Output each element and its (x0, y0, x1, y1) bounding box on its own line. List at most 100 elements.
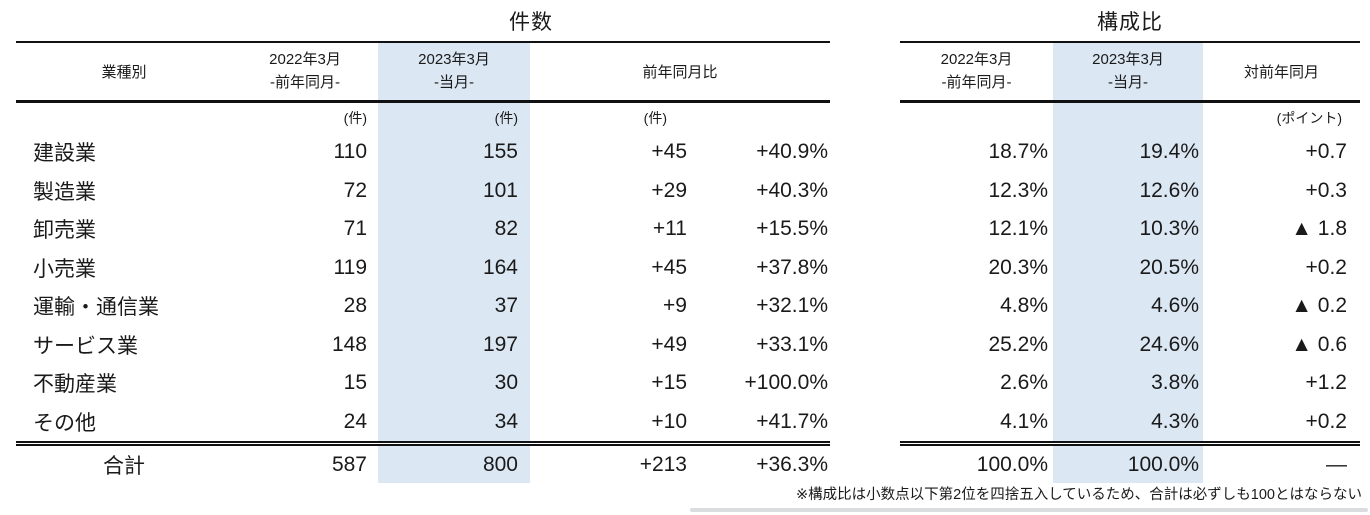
total-point-diff-cell: — (1326, 452, 1347, 476)
prev-month-cell: 71 (343, 217, 367, 241)
industry-cell: サービス業 (33, 334, 138, 358)
yoy-diff-cell: +45 (651, 140, 687, 164)
counts-section-title: 件数 (509, 11, 553, 34)
yoy-column-header: 前年同月比 (642, 64, 718, 81)
spacer-cell (16, 103, 232, 133)
prev-month-cell: 15 (343, 371, 367, 395)
industry-cell: 小売業 (33, 257, 96, 281)
spacer-cell (1053, 103, 1203, 133)
current-month-cell: 164 (378, 248, 530, 287)
prev-month-column-header: 2022年3月 -前年同月- (900, 43, 1053, 100)
table-row: サービス業 148 197 +49 +33.1% (16, 325, 830, 364)
current-month-cell: 37 (378, 287, 530, 326)
prev-month-cell: 119 (333, 255, 367, 279)
current-month-cell: 155 (378, 133, 530, 172)
counts-units-row: (件) (件) (件) (16, 103, 830, 133)
prev-month-cell: 24 (343, 409, 367, 433)
industry-cell: 運輸・通信業 (33, 296, 159, 320)
yoy-diff-cell: +11 (652, 217, 687, 241)
share-header-row: 2022年3月 -前年同月- 2023年3月 -当月- 対前年同月 (900, 41, 1360, 103)
counts-header-row: 業種別 2022年3月 -前年同月- 2023年3月 -当月- 前年同月比 (16, 41, 830, 103)
cropped-text-artifact (690, 508, 1368, 512)
table-row: 4.1% 4.3% +0.2 (900, 402, 1360, 441)
point-diff-cell: +0.2 (1305, 255, 1347, 279)
prev-share-cell: 4.8% (1000, 294, 1048, 318)
point-diff-cell: +1.2 (1305, 371, 1347, 395)
prev-share-cell: 25.2% (988, 332, 1048, 356)
current-share-cell: 12.6% (1053, 171, 1203, 210)
counts-total-row: 合計 587 800 +213 +36.3% (16, 441, 830, 483)
yoy-pct-cell: +100.0% (744, 371, 829, 395)
current-month-unit: (件) (378, 103, 530, 133)
current-month-column-header: 2023年3月 -当月- (1053, 43, 1203, 100)
current-share-cell: 24.6% (1053, 325, 1203, 364)
prev-share-cell: 12.1% (988, 217, 1048, 241)
current-share-cell: 10.3% (1053, 210, 1203, 249)
industry-column-header: 業種別 (101, 64, 147, 81)
table-row: 2.6% 3.8% +1.2 (900, 364, 1360, 403)
table-row: 卸売業 71 82 +11 +15.5% (16, 210, 830, 249)
yoy-pct-cell: +40.3% (756, 178, 828, 202)
table-row: 12.1% 10.3% ▲ 1.8 (900, 210, 1360, 249)
point-diff-cell: +0.3 (1305, 178, 1347, 202)
yoy-pct-cell: +37.8% (756, 255, 828, 279)
rounding-footnote: ※構成比は小数点以下第2位を四捨五入しているため、合計は必ずしも100とはならな… (796, 487, 1362, 503)
total-prev-share-cell: 100.0% (976, 452, 1048, 476)
industry-cell: 卸売業 (33, 219, 96, 243)
yoy-diff-cell: +29 (651, 178, 687, 202)
yoy-diff-cell: +49 (651, 332, 687, 356)
current-month-header-line2: -当月- (434, 73, 474, 91)
current-share-cell: 4.3% (1053, 402, 1203, 441)
industry-cell: 建設業 (33, 142, 96, 166)
prev-month-header-line2: -前年同月- (941, 73, 1012, 91)
share-units-row: (ポイント) (900, 103, 1360, 133)
share-table: 2022年3月 -前年同月- 2023年3月 -当月- 対前年同月 (ポイント)… (900, 41, 1360, 483)
point-diff-cell: +0.7 (1305, 140, 1347, 164)
share-total-row: 100.0% 100.0% — (900, 441, 1360, 483)
table-row: その他 24 34 +10 +41.7% (16, 402, 830, 441)
total-yoy-diff-cell: +213 (639, 452, 687, 476)
spacer-cell (690, 103, 830, 133)
current-share-cell: 4.6% (1053, 287, 1203, 326)
industry-cell: 製造業 (33, 180, 96, 204)
yoy-diff-cell: +9 (663, 294, 687, 318)
point-diff-cell: ▲ 0.6 (1291, 332, 1347, 356)
point-diff-cell: +0.2 (1305, 409, 1347, 433)
prev-month-cell: 110 (333, 140, 367, 164)
table-row: 18.7% 19.4% +0.7 (900, 133, 1360, 172)
table-row: 4.8% 4.6% ▲ 0.2 (900, 287, 1360, 326)
current-month-header-line1: 2023年3月 (1092, 51, 1164, 68)
yoy-diff-cell: +10 (651, 409, 687, 433)
yoy-pct-cell: +41.7% (756, 409, 828, 433)
prev-month-cell: 148 (331, 332, 367, 356)
point-diff-cell: ▲ 0.2 (1291, 294, 1347, 318)
yoy-unit: (件) (643, 110, 667, 126)
total-yoy-pct-cell: +36.3% (756, 452, 828, 476)
current-month-header-line1: 2023年3月 (418, 51, 490, 68)
point-diff-cell: ▲ 1.8 (1291, 217, 1347, 241)
current-month-cell: 30 (378, 364, 530, 403)
prev-month-header-line1: 2022年3月 (940, 51, 1013, 68)
prev-share-cell: 2.6% (1000, 371, 1048, 395)
prev-month-cell: 72 (343, 178, 367, 202)
yoy-pct-cell: +33.1% (756, 332, 828, 356)
current-month-column-header: 2023年3月 -当月- (378, 43, 530, 100)
point-unit: (ポイント) (1276, 110, 1342, 126)
prev-share-cell: 20.3% (988, 255, 1048, 279)
current-month-cell: 101 (378, 171, 530, 210)
current-month-cell: 197 (378, 325, 530, 364)
table-row: 製造業 72 101 +29 +40.3% (16, 171, 830, 210)
table-row: 12.3% 12.6% +0.3 (900, 171, 1360, 210)
yoy-pct-cell: +32.1% (756, 294, 828, 318)
prev-month-cell: 28 (343, 294, 367, 318)
current-month-cell: 34 (378, 402, 530, 441)
yoy-pct-cell: +15.5% (756, 217, 828, 241)
total-prev-month-cell: 587 (331, 452, 367, 476)
current-share-cell: 20.5% (1053, 248, 1203, 287)
prev-month-column-header: 2022年3月 -前年同月- (232, 43, 378, 100)
yoy-diff-cell: +45 (651, 255, 687, 279)
total-current-share-cell: 100.0% (1053, 446, 1203, 483)
prev-month-header-line1: 2022年3月 (269, 51, 341, 68)
total-current-month-cell: 800 (378, 446, 530, 483)
spacer-cell (900, 103, 1053, 133)
